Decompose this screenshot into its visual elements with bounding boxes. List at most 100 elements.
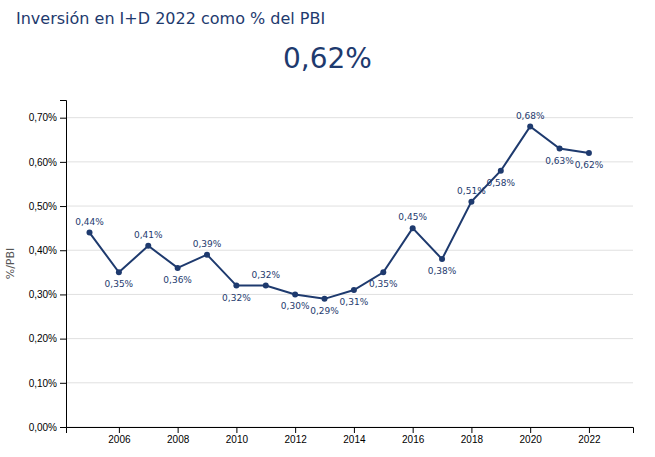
tick: 0,60% [29,157,66,168]
tick-mark [178,427,179,433]
tick-mark [354,427,355,433]
x-axis: 2006 2008 2010 2012 2014 2016 2018 2020 2022 [67,427,634,445]
data-label: 0,62% [575,160,604,170]
tick: 2014 [343,427,366,445]
tick: 0,00% [29,422,66,433]
data-label: 0,32% [222,293,251,303]
data-label: 0,35% [105,279,134,289]
marker [557,146,563,152]
marker [498,168,504,174]
tick-label: 2022 [578,434,601,445]
title: Inversión en I+D 2022 como % del PBI [16,9,325,28]
tick-mark [60,427,66,428]
tick-mark [295,427,296,433]
grid [66,118,633,427]
axis-line [60,101,67,428]
tick: 2010 [226,427,249,445]
grid-line [66,117,633,118]
tick-label: 0,40% [29,245,57,256]
tick-label: 2018 [461,434,484,445]
data-label: 0,29% [310,306,339,316]
tick-label: 2020 [520,434,543,445]
tick: 2016 [402,427,425,445]
marker [175,265,181,271]
data-label: 0,44% [75,217,104,227]
tick-mark [413,427,414,433]
tick-mark [530,427,531,433]
marker [586,150,592,156]
grid-line [66,294,633,295]
tick-label: 2014 [343,434,366,445]
marker [322,296,328,302]
tick-mark [471,427,472,433]
tick-label: 0,30% [29,289,57,300]
tick-mark [60,383,66,384]
grid-line [66,250,633,251]
tick-label: 2016 [402,434,425,445]
grid-line [66,382,633,383]
tick-label: 0,20% [29,333,57,344]
marker [87,230,93,236]
tick-mark [60,250,66,251]
tick-mark [60,294,66,295]
data-labels: 0,44% 0,35% 0,41% 0,36% 0,39% 0,32% 0,32% 0,30%… [75,111,603,316]
tick-label: 2012 [285,434,308,445]
marker [204,252,210,258]
tick-mark [60,162,66,163]
data-label: 0,36% [163,275,192,285]
tick-label: 2010 [226,434,249,445]
marker [380,269,386,275]
tick-label: 0,10% [29,378,57,389]
data-label: 0,58% [487,178,516,188]
tick-label: 2008 [167,434,190,445]
tick-label: 0,00% [29,422,57,433]
marker [233,283,239,289]
marker [439,256,445,262]
marker [263,283,269,289]
line [90,127,589,299]
tick: 0,50% [29,201,66,212]
marker [468,199,474,205]
marker [527,124,533,130]
tick: 2020 [520,427,543,445]
tick: 2008 [167,427,190,445]
y-axis-title: %/PBI [4,248,17,280]
data-label: 0,41% [134,230,163,240]
data-label: 0,45% [398,212,427,222]
data-label: 0,68% [516,111,545,121]
marker [116,269,122,275]
data-label: 0,32% [251,270,280,280]
data-label: 0,30% [281,301,310,311]
tick-label: 0,50% [29,201,57,212]
tick-mark [60,339,66,340]
y-axis: 0,00% 0,10% 0,20% 0,30% 0,40% 0,50% 0,60% 0,70% [29,101,67,433]
chart: Inversión en I+D 2022 como % del PBI 0,62… [0,0,655,457]
data-label: 0,63% [545,156,574,166]
grid-line [66,206,633,207]
data-label: 0,38% [428,266,457,276]
marker [292,291,298,297]
data-label: 0,31% [340,297,369,307]
axis-line [67,428,634,434]
tick: 0,10% [29,378,66,389]
subtitle: 0,62% [283,42,372,75]
tick-mark [60,206,66,207]
tick-label: 0,70% [29,112,57,123]
tick-label: 2006 [108,434,131,445]
grid-line [66,338,633,339]
marker [410,225,416,231]
data-label: 0,35% [369,279,398,289]
tick: 2006 [108,427,131,445]
tick-mark [60,118,66,119]
data-label: 0,51% [457,186,486,196]
plot-area [87,124,592,302]
marker [351,287,357,293]
tick: 2018 [461,427,484,445]
data-label: 0,39% [193,239,222,249]
tick: 0,40% [29,245,66,256]
marker [145,243,151,249]
tick: 0,70% [29,112,66,123]
tick-mark [236,427,237,433]
tick-label: 0,60% [29,157,57,168]
tick: 2022 [578,427,601,445]
